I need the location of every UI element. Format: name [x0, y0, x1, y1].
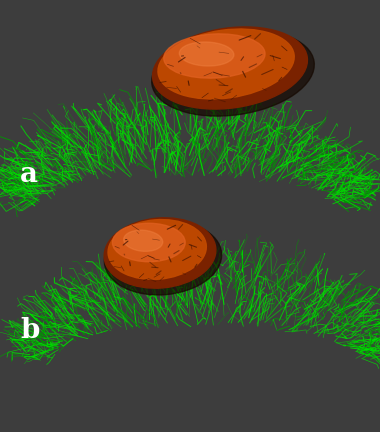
Ellipse shape	[152, 30, 314, 116]
Ellipse shape	[124, 230, 163, 251]
Ellipse shape	[158, 29, 294, 99]
Text: a: a	[20, 162, 38, 188]
Ellipse shape	[164, 34, 265, 78]
Ellipse shape	[104, 218, 216, 288]
Text: b: b	[20, 317, 40, 343]
Ellipse shape	[105, 221, 222, 295]
Ellipse shape	[179, 42, 234, 66]
Ellipse shape	[112, 223, 185, 262]
Ellipse shape	[108, 219, 206, 280]
Ellipse shape	[152, 27, 307, 109]
